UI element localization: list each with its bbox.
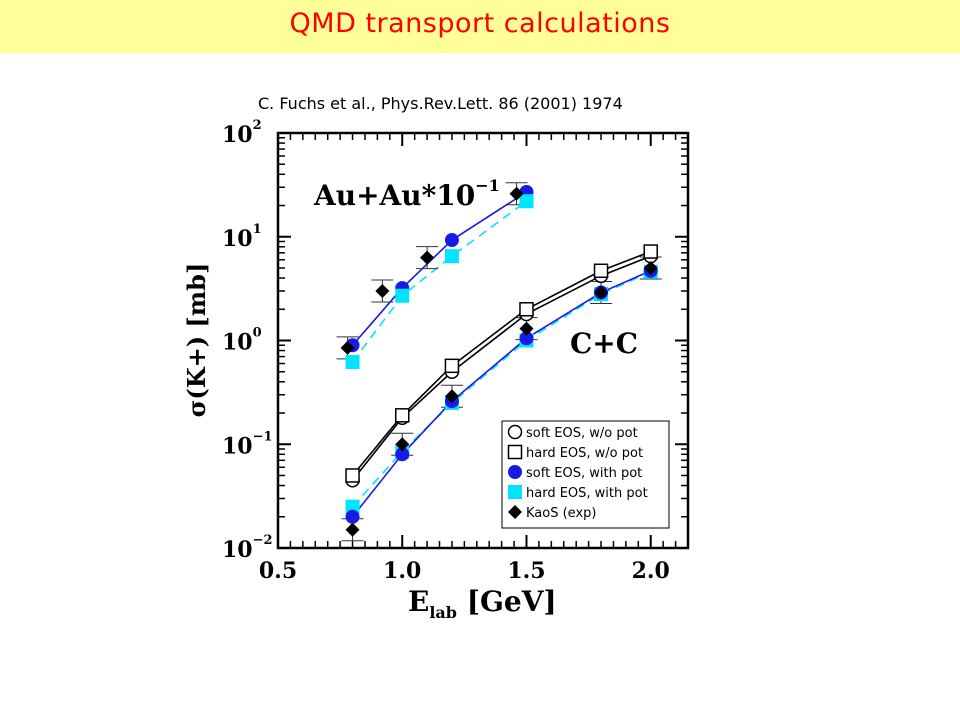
data-point-auau_hard_pot: [395, 288, 410, 303]
y-tick-label: 101: [222, 222, 262, 252]
legend-marker: [508, 505, 522, 519]
data-point-cc_kaos: [345, 522, 360, 537]
title-banner: [0, 0, 960, 53]
x-tick-label: 0.5: [259, 558, 297, 584]
data-point-cc_kaos: [519, 321, 534, 336]
axis-ticks: [277, 132, 689, 549]
data-point-cc_hard_nopot: [345, 468, 360, 483]
legend-marker: [507, 424, 523, 440]
series-markers: [340, 184, 658, 537]
legend: soft EOS, w/o pot hard EOS, w/o pot soft E…: [501, 420, 670, 529]
legend-label: KaoS (exp): [526, 506, 596, 521]
y-tick-label: 100: [222, 326, 262, 356]
series-line-cc_soft_nopot: [351, 255, 652, 481]
data-point-cc_hard_nopot: [593, 263, 609, 279]
data-point-auau_kaos: [375, 283, 390, 298]
data-point-cc_soft_pot: [345, 509, 360, 524]
legend-label: soft EOS, with pot: [526, 466, 642, 481]
y-tick-label: 102: [222, 118, 262, 148]
series-line-auau_hard_pot: [351, 200, 527, 363]
data-point-cc_kaos: [594, 285, 609, 300]
data-point-auau_hard_pot: [519, 194, 534, 209]
legend-marker: [508, 465, 522, 479]
data-point-cc_kaos: [643, 260, 658, 275]
x-tick-label: 1.5: [507, 558, 545, 584]
series-line-auau_soft_pot: [351, 191, 527, 346]
data-point-cc_hard_nopot: [394, 408, 410, 423]
data-point-auau_kaos: [340, 340, 355, 355]
legend-marker: [508, 485, 522, 499]
series-lines: [351, 191, 652, 518]
y-tick-label: 10−2: [222, 533, 273, 563]
legend-marker: [507, 444, 523, 460]
series-line-cc_hard_pot: [351, 271, 652, 508]
data-point-cc_hard_nopot: [643, 244, 658, 259]
data-point-cc_kaos: [444, 389, 459, 404]
x-tick-label: 1.0: [383, 558, 421, 584]
data-point-cc_hard_nopot: [519, 302, 534, 317]
data-point-auau_soft_pot: [444, 233, 459, 248]
y-axis-label: σ(K+) [mb]: [182, 263, 211, 418]
citation: C. Fuchs et al., Phys.Rev.Lett. 86 (2001…: [258, 94, 623, 113]
y-tick-label: 10−1: [222, 429, 273, 459]
data-point-auau_hard_pot: [444, 249, 459, 264]
legend-label: hard EOS, w/o pot: [526, 446, 643, 461]
x-tick-label: 2.0: [632, 558, 670, 584]
data-point-auau_kaos: [420, 250, 435, 265]
annotation-auau: Au+Au*10−1: [313, 176, 500, 212]
data-point-auau_hard_pot: [345, 355, 360, 370]
page-title: QMD transport calculations: [289, 8, 671, 39]
tick-labels: 0.5 1.0 1.5 2.0 102 101 100 10−1 10−2: [222, 118, 670, 584]
series-line-cc_soft_pot: [351, 270, 652, 518]
data-point-auau_kaos: [509, 186, 524, 201]
legend-box: [501, 420, 670, 529]
annotation-cc: C+C: [570, 327, 638, 360]
x-axis-label: Elab [GeV]: [408, 585, 557, 622]
series-line-cc_hard_nopot: [351, 250, 652, 476]
legend-label: soft EOS, w/o pot: [526, 426, 638, 441]
legend-label: hard EOS, with pot: [526, 486, 648, 501]
data-point-cc_hard_nopot: [444, 358, 460, 374]
data-point-cc_kaos: [395, 437, 410, 452]
